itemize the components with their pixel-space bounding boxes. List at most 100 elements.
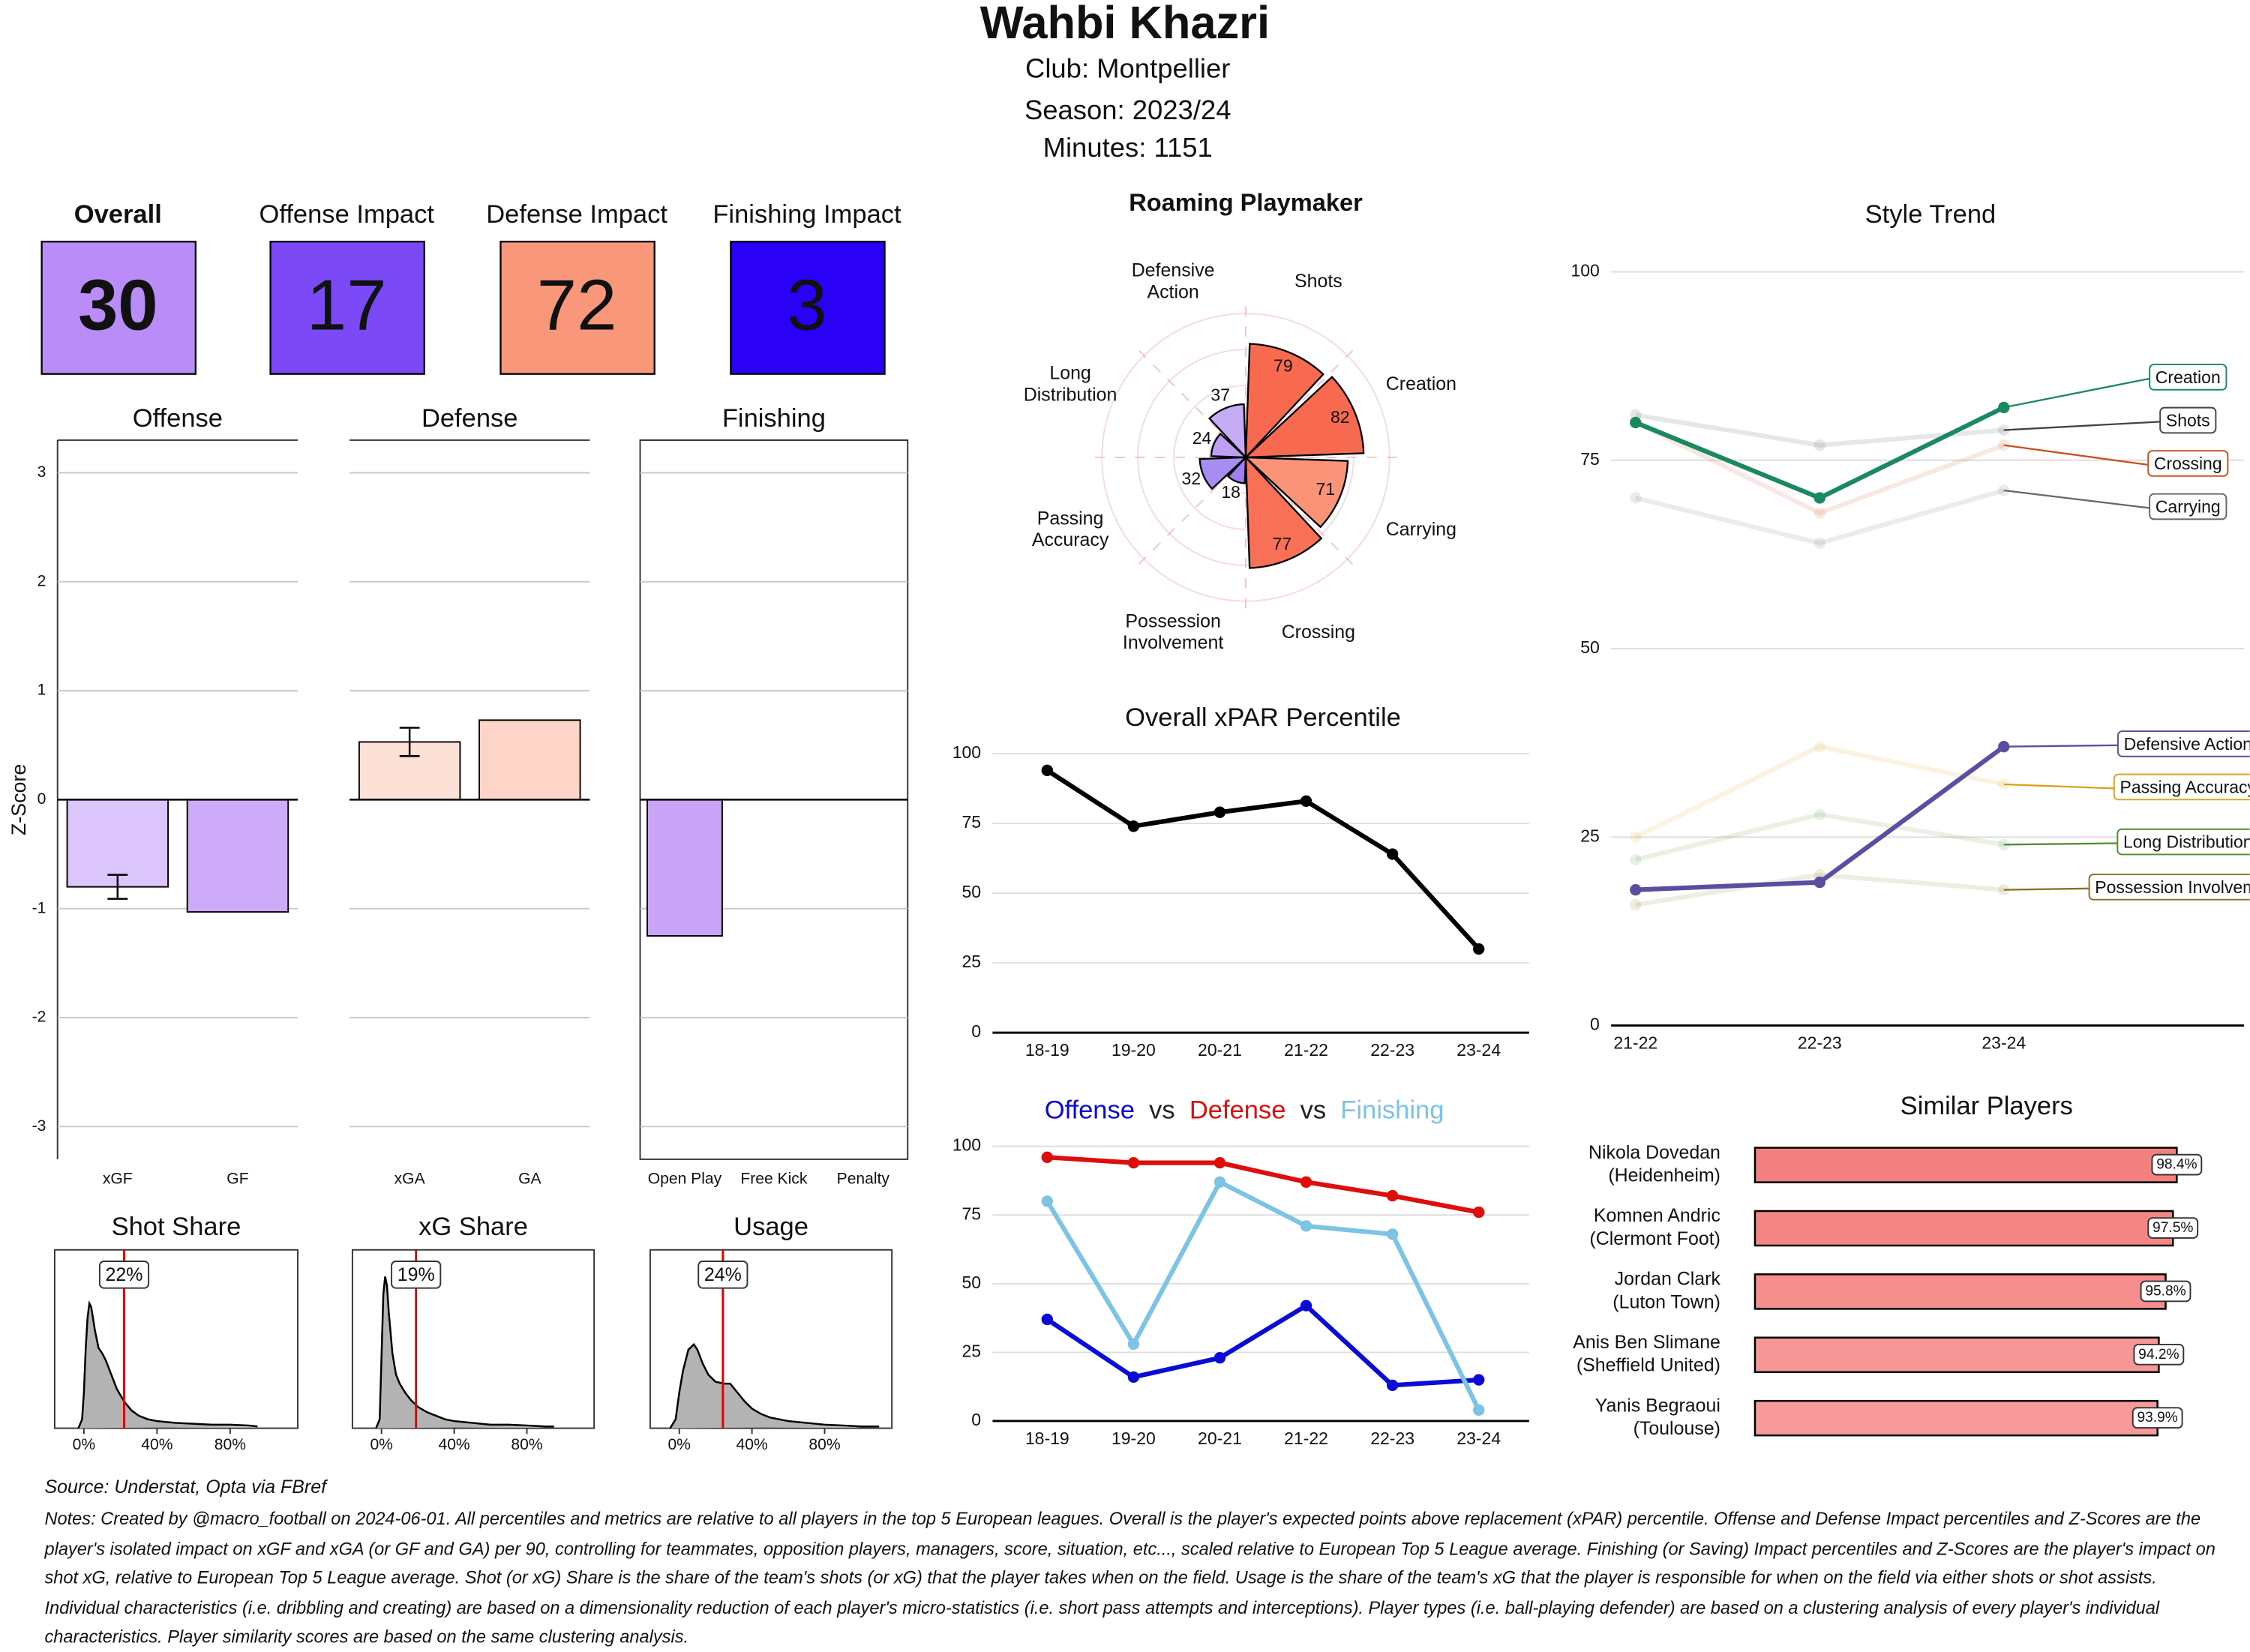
chart-title: Shot Share [112,1213,242,1241]
chart-title: Usage [734,1213,808,1241]
point [1473,1404,1485,1417]
polar-bar [1244,454,1323,569]
x-tick-label: 0% [668,1436,690,1453]
x-tick-label: 22-23 [1370,1429,1414,1448]
polar-spoke [1133,345,1246,458]
y-tick-label: 100 [952,742,981,762]
chart-title: Overall xPAR Percentile [1125,703,1401,732]
notes: Notes: Created by @macro_football on 202… [44,1508,2216,1648]
label-box [2151,1153,2203,1176]
value-label: 94.2% [2138,1347,2179,1363]
panel-title: Defense [422,404,518,433]
value-label: 82 [1330,407,1350,427]
value-label: 98.4% [2156,1157,2197,1173]
source: Source: Understat, Opta via FBref [44,1475,327,1498]
label-box [2116,730,2250,757]
x-tick-label: 21-22 [1284,1040,1328,1060]
label-box [698,1261,748,1289]
label-box [2116,828,2250,856]
value-label: 97.5% [2152,1220,2193,1236]
bar [1754,1273,2167,1310]
tile-label: Overall [74,200,162,229]
point [1041,1313,1053,1326]
label-box [2147,1217,2199,1239]
series-line [1634,420,2005,516]
polar-bar [1244,343,1324,460]
legend-label: Long Distribution [2123,832,2250,852]
club: Club: Montpellier [1025,53,1230,84]
marker-label: 22% [106,1264,143,1285]
y-tick-label: 100 [1570,261,1599,280]
series-line [1046,1303,1479,1388]
y-tick-label: 2 [38,572,46,589]
label-box [2113,773,2250,801]
point [1041,1151,1053,1163]
polar-ring [1209,421,1282,494]
label-connector [2003,421,2161,431]
point [1630,492,1642,504]
legend-label: Defense [1190,1096,1286,1125]
x-tick-label: GF [226,1170,248,1187]
y-tick-label: 25 [1580,826,1600,845]
tile-label: Offense Impact [260,200,435,229]
point [1630,416,1642,429]
label-box [2088,874,2250,901]
series-line [1634,744,2005,840]
series-line [1047,1155,1480,1215]
legend-label: Possession Involvement [2095,877,2249,897]
point [1214,1352,1226,1364]
x-tick-label: 80% [214,1436,246,1453]
point [1127,1156,1140,1169]
tile-box [269,241,425,375]
label-box [2149,364,2228,391]
player-name: Wahbi Khazri [980,0,1270,49]
label-connector [2003,842,2118,846]
label-box [2147,450,2229,477]
x-tick-label: 23-24 [1982,1033,2026,1053]
x-tick-label: 40% [736,1436,768,1453]
point [1814,876,1826,889]
label-connector [2003,489,2150,509]
point [1127,820,1140,832]
point [1300,1176,1312,1188]
x-tick-label: 0% [370,1436,392,1453]
point [1998,439,2010,451]
density-area [375,1276,554,1429]
tile-box [500,241,656,375]
error-bar [107,874,128,900]
label-connector [2003,377,2150,409]
category-label: Carrying [1386,518,1456,539]
y-tick-label: 100 [952,1135,981,1155]
x-tick-label: 19-20 [1112,1429,1156,1448]
legend-label: Creation [2156,367,2221,387]
bar [186,799,290,913]
season: Season: 2023/24 [1024,94,1232,125]
point [1630,853,1642,866]
point [1386,1228,1399,1240]
point [1814,537,1826,549]
point [1630,883,1642,896]
point [1386,848,1399,860]
category-label: Shots [1294,271,1342,292]
point [1814,808,1826,820]
label-box [2132,1407,2183,1429]
category-sublabel: (Clermont Foot) [1589,1228,1720,1249]
bar [478,719,581,801]
y-tick-label: 0 [1590,1015,1600,1034]
x-tick-label: 40% [141,1436,172,1453]
x-tick-label: 23-24 [1456,1040,1501,1060]
chart-title: Offense vs Defense vs Finishing [1045,1096,1444,1125]
label-box [2159,406,2217,434]
category-sublabel: (Heidenheim) [1608,1165,1720,1186]
legend-label: Crossing [2154,454,2222,473]
value-label: 71 [1316,479,1336,499]
legend-label: Carrying [2156,497,2221,517]
point [1386,1379,1399,1392]
polar-bar [1208,403,1247,460]
tile-label: Finishing Impact [712,200,902,229]
point [1630,831,1642,843]
bar [646,799,723,937]
label-box [2149,493,2228,520]
